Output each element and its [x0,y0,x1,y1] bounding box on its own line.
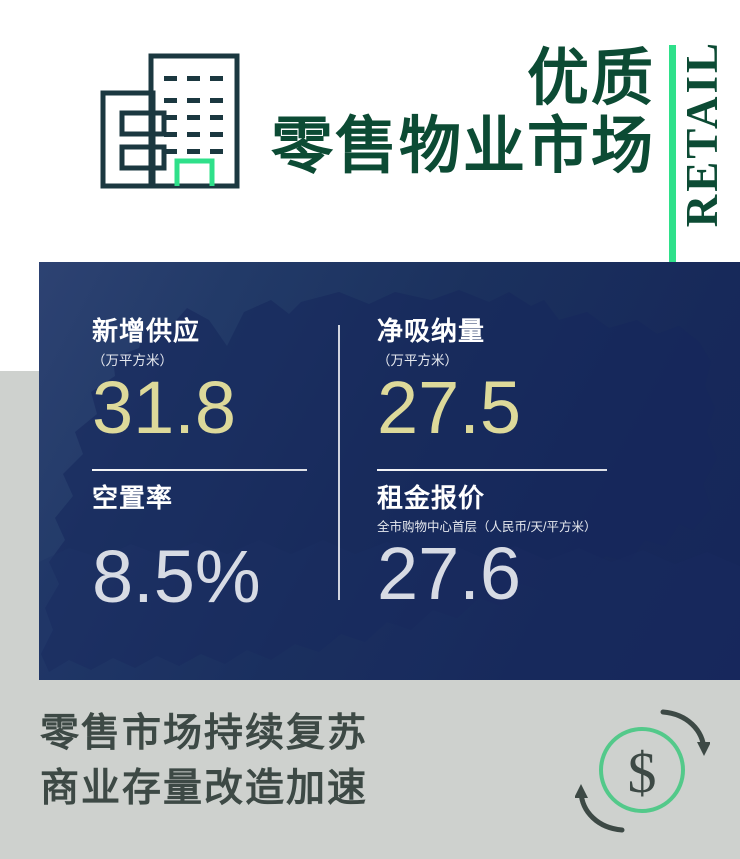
heading-line-1: 优质 [526,45,655,113]
stat-card-rent: 租金报价 全市购物中心首层（人民币/天/平方米） 27.6 [377,483,697,615]
page-title: 优质 零售物业市场 [255,38,655,188]
svg-text:$: $ [628,740,657,805]
stat-subtitle-supply: （万平方米） [92,352,173,368]
footer-line-1: 零售市场持续复苏 [40,712,369,755]
stat-title-absorption: 净吸纳量 [377,316,486,346]
stats-panel: 新增供应 （万平方米） 31.8 净吸纳量 （万平方米） 27.5 空置率 8.… [39,262,740,680]
stat-subtitle-rent: 全市购物中心首层（人民币/天/平方米） [377,519,597,534]
footer: 零售市场持续复苏 商业存量改造加速 [0,680,740,859]
retail-vertical-text: RETAIL [677,40,727,228]
stat-subtitle-absorption: （万平方米） [377,352,458,368]
stat-card-vacancy: 空置率 8.5% [92,483,342,618]
divider-horizontal-right [377,469,607,471]
stat-value-supply: 31.8 [92,365,237,449]
heading-line-2: 零售物业市场 [270,113,655,181]
stat-card-supply: 新增供应 （万平方米） 31.8 [92,316,342,449]
map-silhouette-icon [39,290,740,680]
stat-value-absorption: 27.5 [377,365,522,449]
stats-content: 新增供应 （万平方米） 31.8 净吸纳量 （万平方米） 27.5 空置率 8.… [39,262,740,680]
stat-title-supply: 新增供应 [92,316,201,346]
stat-value-rent: 27.6 [377,531,522,615]
footer-line-2: 商业存量改造加速 [40,767,369,811]
building-icon [100,53,240,189]
stat-title-vacancy: 空置率 [92,483,174,513]
footer-headline: 零售市场持续复苏 商业存量改造加速 [40,706,560,817]
stat-value-vacancy: 8.5% [92,534,261,618]
divider-horizontal-left [92,469,307,471]
retail-vertical-label: RETAIL [655,40,727,255]
header: 优质 零售物业市场 RETAIL [0,0,740,262]
dollar-cycle-icon: $ [575,709,710,833]
stat-card-absorption: 净吸纳量 （万平方米） 27.5 [377,316,677,449]
divider-vertical [338,325,340,600]
stat-title-rent: 租金报价 [377,483,486,513]
